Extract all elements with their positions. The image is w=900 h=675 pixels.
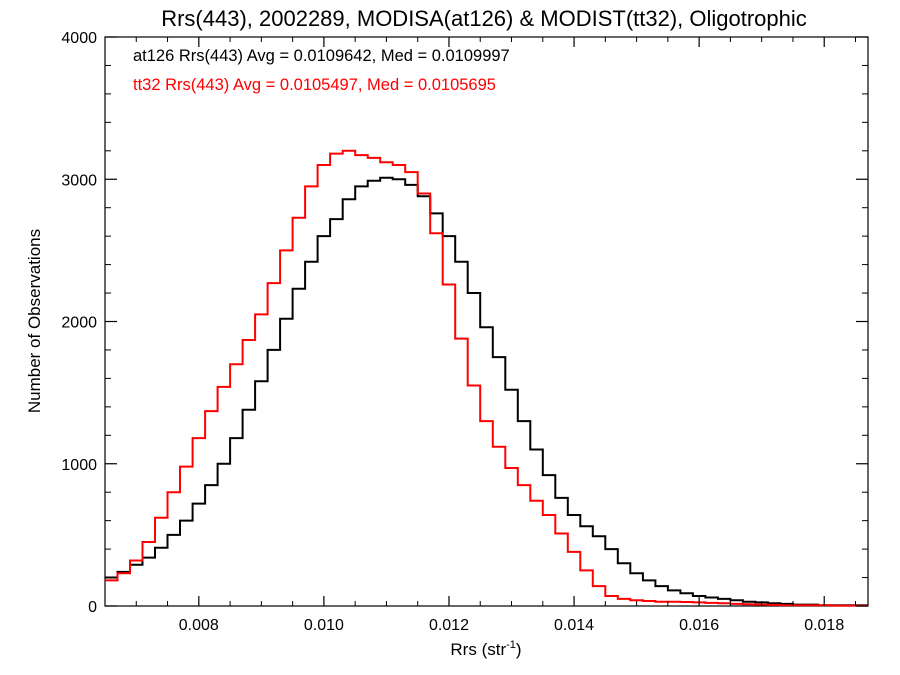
chart-title: Rrs(443), 2002289, MODISA(at126) & MODIS… bbox=[161, 6, 807, 31]
series-line-1 bbox=[105, 176, 868, 607]
y-tick-label: 1000 bbox=[61, 457, 97, 474]
x-tick-label: 0.018 bbox=[804, 617, 844, 634]
x-tick-label: 0.010 bbox=[304, 617, 344, 634]
annotation-1: at126 Rrs(443) Avg = 0.0109642, Med = 0.… bbox=[133, 47, 510, 65]
annotations: at126 Rrs(443) Avg = 0.0109642, Med = 0.… bbox=[133, 47, 510, 94]
x-tick-label: 0.014 bbox=[554, 617, 594, 634]
x-axis-label: Rrs (str-1) bbox=[450, 639, 521, 659]
x-tick-label: 0.016 bbox=[679, 617, 719, 634]
y-tick-label: 2000 bbox=[61, 315, 97, 332]
y-tick-label: 4000 bbox=[61, 30, 97, 47]
series-line-2 bbox=[105, 149, 868, 607]
ticks-layer: 0.008 0.010 0.012 0.014 0.016 0.018 0 1000 2000 3… bbox=[61, 30, 868, 634]
x-tick-label: 0.008 bbox=[179, 617, 219, 634]
x-tick-label: 0.012 bbox=[429, 617, 469, 634]
y-tick-label: 0 bbox=[88, 599, 97, 616]
annotation-2: tt32 Rrs(443) Avg = 0.0105497, Med = 0.0… bbox=[133, 76, 496, 94]
y-tick-label: 3000 bbox=[61, 172, 97, 189]
y-axis-label: Number of Observations bbox=[25, 229, 44, 413]
series-layer bbox=[105, 149, 868, 607]
plot-frame bbox=[104, 36, 869, 607]
